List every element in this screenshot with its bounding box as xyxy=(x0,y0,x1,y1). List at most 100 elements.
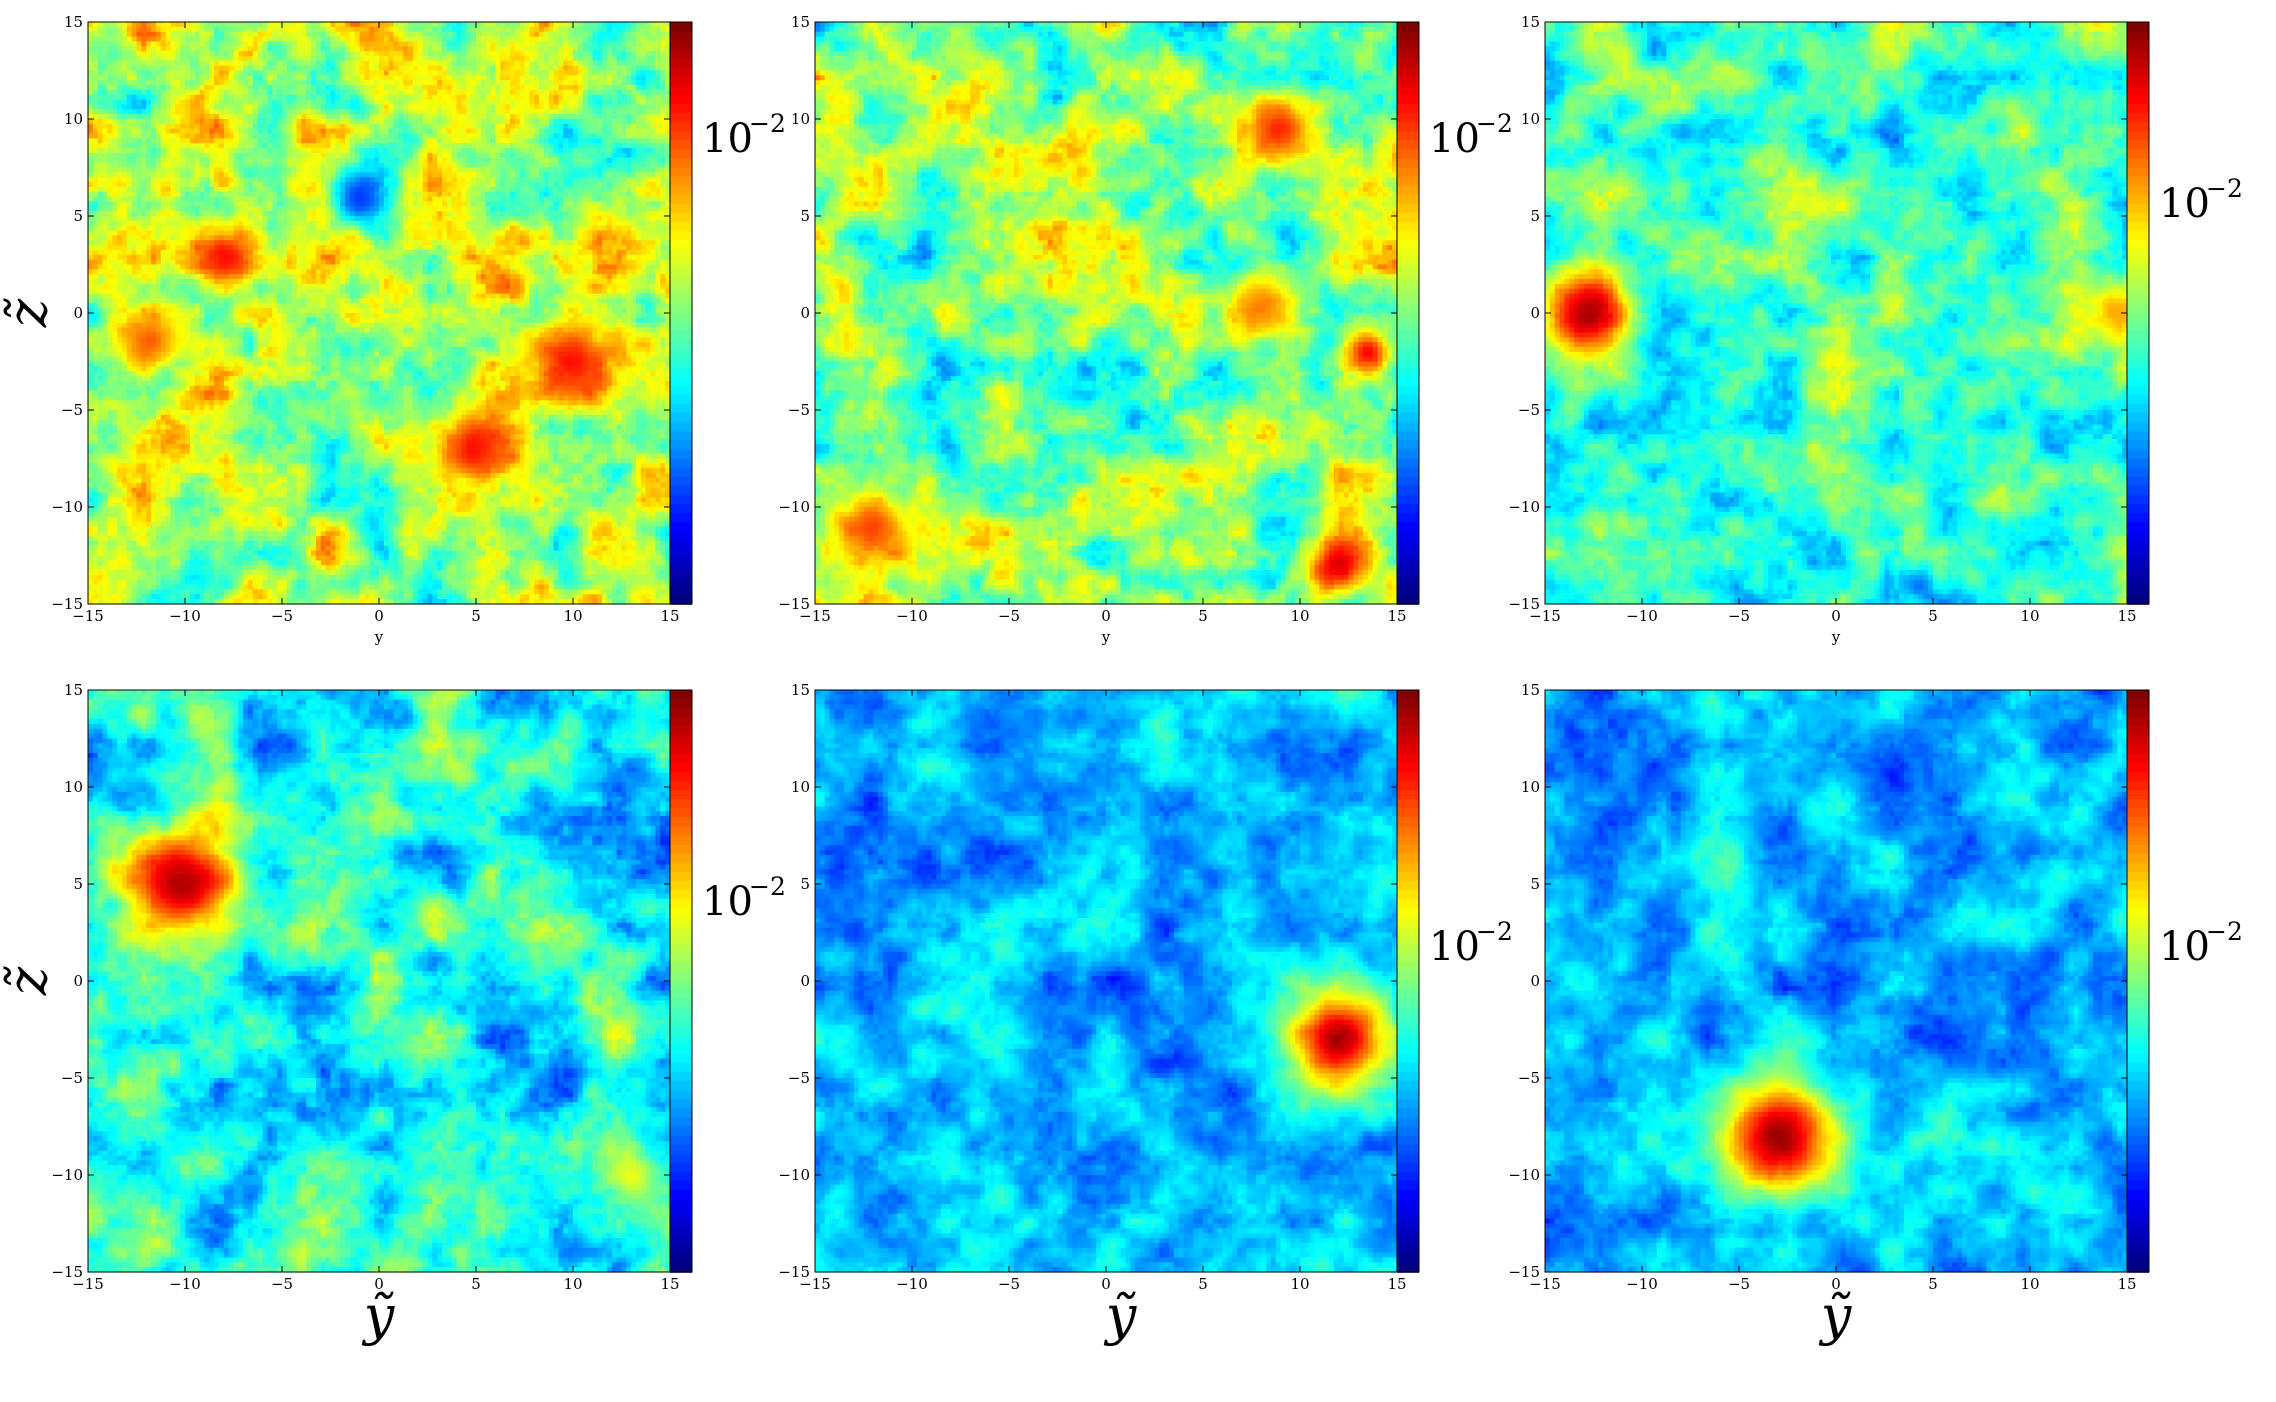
heatmap-cell xyxy=(394,32,399,37)
heatmap-cell xyxy=(418,90,423,95)
heatmap-cell xyxy=(544,61,549,66)
heatmap-cell xyxy=(461,41,466,46)
heatmap-cell xyxy=(200,85,205,90)
heatmap-cell xyxy=(539,22,544,27)
heatmap-cell xyxy=(88,37,93,42)
heatmap-cell xyxy=(394,46,399,51)
heatmap-cell xyxy=(408,56,413,61)
heatmap-cell xyxy=(88,80,93,85)
heatmap-cell xyxy=(98,75,103,80)
heatmap-cell xyxy=(413,22,418,27)
heatmap-cell xyxy=(321,56,326,61)
heatmap-cell xyxy=(214,27,219,32)
heatmap-cell xyxy=(398,90,403,95)
heatmap-cell xyxy=(204,37,209,42)
heatmap-cell xyxy=(156,27,161,32)
heatmap-cell xyxy=(369,66,374,71)
heatmap-cell xyxy=(432,46,437,51)
heatmap-cell xyxy=(529,41,534,46)
heatmap-cell xyxy=(311,22,316,27)
heatmap-cell xyxy=(267,75,272,80)
heatmap-cell xyxy=(326,66,331,71)
heatmap-cell xyxy=(641,66,646,71)
heatmap-cell xyxy=(437,61,442,66)
heatmap-cell xyxy=(525,75,530,80)
heatmap-cell xyxy=(326,27,331,32)
heatmap-cell xyxy=(238,41,243,46)
heatmap-cell xyxy=(452,51,457,56)
heatmap-cell xyxy=(369,85,374,90)
heatmap-cell xyxy=(340,32,345,37)
heatmap-cell xyxy=(204,51,209,56)
heatmap-cell xyxy=(355,32,360,37)
heatmap-cell xyxy=(636,56,641,61)
heatmap-cell xyxy=(331,90,336,95)
heatmap-cell xyxy=(224,75,229,80)
heatmap-cell xyxy=(398,37,403,42)
heatmap-cell xyxy=(364,22,369,27)
heatmap-cell xyxy=(447,27,452,32)
heatmap-cell xyxy=(316,41,321,46)
heatmap-cell xyxy=(418,71,423,76)
heatmap-cell xyxy=(156,32,161,37)
heatmap-cell xyxy=(335,85,340,90)
heatmap-cell xyxy=(515,51,520,56)
heatmap-cell xyxy=(277,80,282,85)
heatmap-cell xyxy=(529,37,534,42)
heatmap-cell xyxy=(137,22,142,27)
heatmap-cell xyxy=(394,56,399,61)
heatmap-cell xyxy=(175,90,180,95)
heatmap-cell xyxy=(481,51,486,56)
heatmap-cell xyxy=(238,22,243,27)
heatmap-cell xyxy=(340,41,345,46)
heatmap-cell xyxy=(510,56,515,61)
heatmap-cell xyxy=(510,51,515,56)
heatmap-cell xyxy=(549,56,554,61)
heatmap-cell xyxy=(452,85,457,90)
heatmap-cell xyxy=(437,85,442,90)
heatmap-cell xyxy=(360,71,365,76)
heatmap-cell xyxy=(214,75,219,80)
heatmap-cell xyxy=(166,61,171,66)
heatmap-cell xyxy=(379,32,384,37)
heatmap-cell xyxy=(88,46,93,51)
heatmap-cell xyxy=(529,66,534,71)
heatmap-cell xyxy=(204,71,209,76)
heatmap-cell xyxy=(277,46,282,51)
heatmap-cell xyxy=(151,75,156,80)
heatmap-cell xyxy=(471,37,476,42)
heatmap-cell xyxy=(413,80,418,85)
heatmap-cell xyxy=(398,56,403,61)
heatmap-cell xyxy=(107,27,112,32)
heatmap-cell xyxy=(272,41,277,46)
heatmap-cell xyxy=(132,41,137,46)
heatmap-cell xyxy=(224,51,229,56)
heatmap-cell xyxy=(107,56,112,61)
heatmap-cell xyxy=(563,46,568,51)
heatmap-cell xyxy=(403,56,408,61)
heatmap-cell xyxy=(277,75,282,80)
heatmap-cell xyxy=(398,80,403,85)
heatmap-cell xyxy=(331,66,336,71)
heatmap-cell xyxy=(156,37,161,42)
heatmap-cell xyxy=(432,75,437,80)
heatmap-cell xyxy=(311,75,316,80)
heatmap-cell xyxy=(563,37,568,42)
heatmap-cell xyxy=(486,66,491,71)
heatmap-cell xyxy=(636,41,641,46)
heatmap-cell xyxy=(408,22,413,27)
heatmap-cell xyxy=(457,56,462,61)
heatmap-cell xyxy=(98,22,103,27)
heatmap-cell xyxy=(554,85,559,90)
heatmap-cell xyxy=(461,27,466,32)
heatmap-cell xyxy=(301,32,306,37)
heatmap-cell xyxy=(389,61,394,66)
heatmap-cell xyxy=(544,22,549,27)
heatmap-cell xyxy=(394,85,399,90)
heatmap-cell xyxy=(471,56,476,61)
heatmap-cell xyxy=(655,85,660,90)
heatmap-cell xyxy=(588,32,593,37)
heatmap-cell xyxy=(151,27,156,32)
heatmap-cell xyxy=(200,32,205,37)
heatmap-cell xyxy=(437,22,442,27)
